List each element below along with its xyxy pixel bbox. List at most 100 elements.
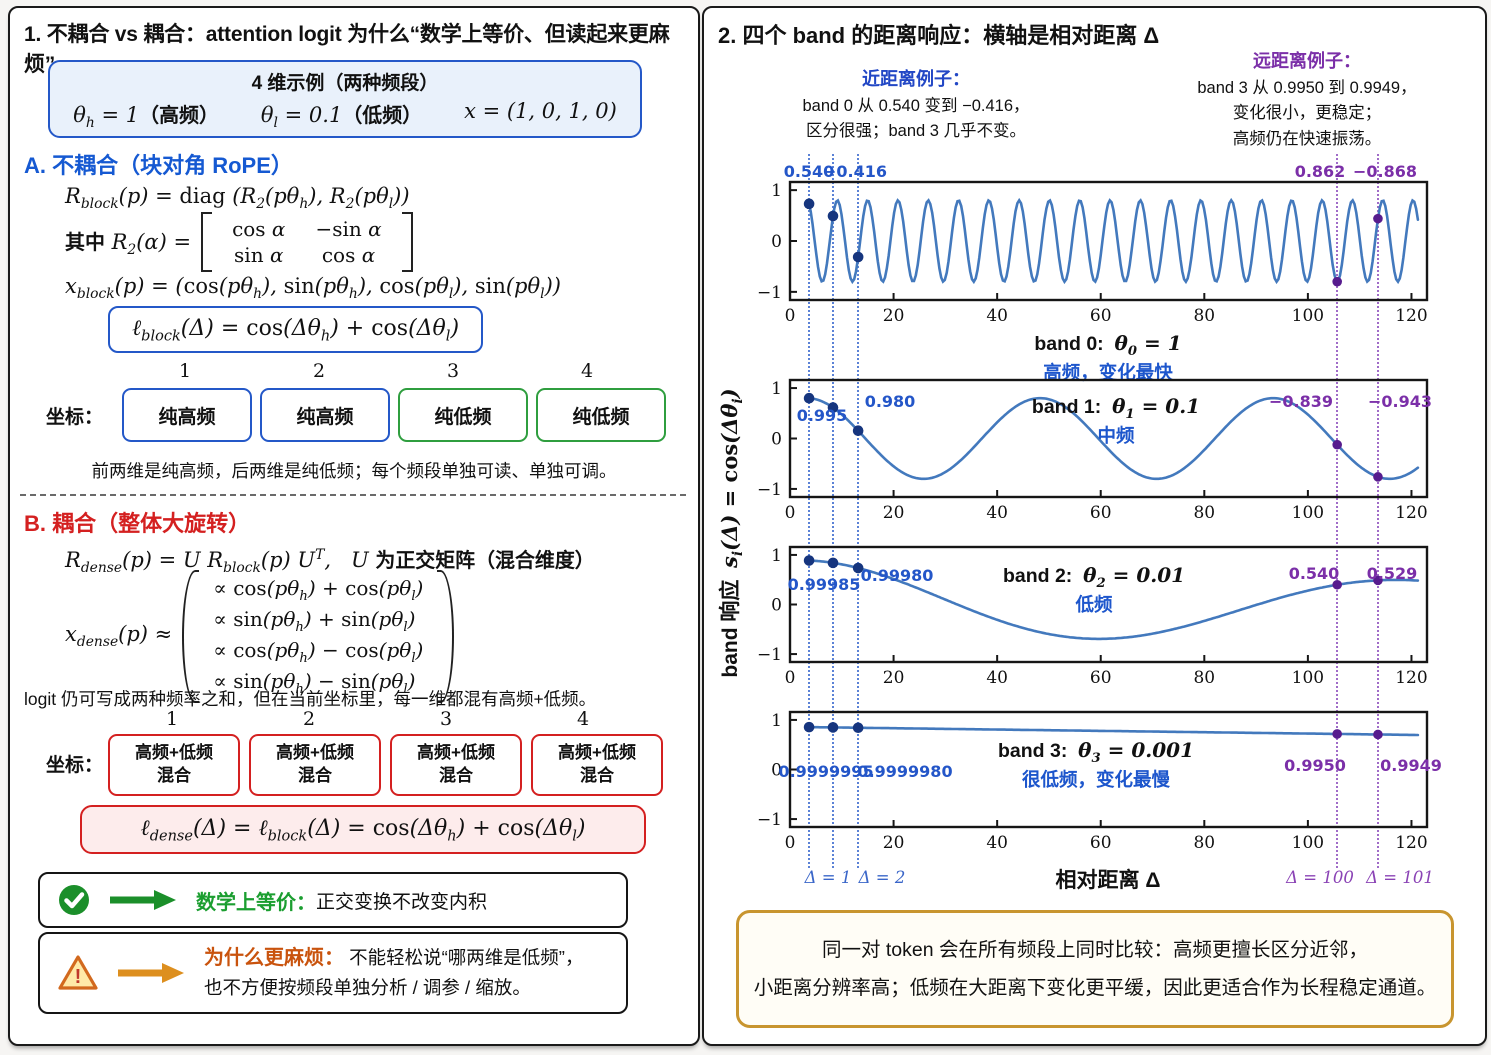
y-tick-label: 0 xyxy=(771,232,782,252)
band-plot-svg: 10−10 20 40 60 80 100 120 xyxy=(757,180,1429,326)
example-box-formulas: θh = 1（高频） θl = 0.1（低频） x = (1, 0, 1, 0) xyxy=(50,99,640,131)
x-axis-label: 相对距离 Δ xyxy=(1055,869,1161,892)
note-problem-line1: 不能轻松说“哪两维是低频”， xyxy=(349,947,584,969)
matrix-cell: sin α xyxy=(234,243,284,267)
y-tick-label: 1 xyxy=(771,379,782,399)
orange-arrow-icon xyxy=(118,963,184,983)
y-axis-label-prefix: band 响应 xyxy=(719,579,742,678)
right-panel: 2. 四个 band 的距离响应：横轴是相对距离 Δ 近距离例子： band 0… xyxy=(702,6,1487,1046)
y-axis-label-math: si(Δ) = cos(Δθi) xyxy=(717,388,747,568)
note-problem-label: 为什么更麻烦： xyxy=(204,947,344,970)
dim-number: 1 xyxy=(165,708,179,730)
x-tick-label: 100 xyxy=(1292,833,1324,853)
formula-x-dense: xdense(p) ≈ ∝ cos(pθh) + cos(pθl) ∝ sin(p… xyxy=(65,570,455,703)
left-paren xyxy=(182,570,200,703)
y-tick-label: 1 xyxy=(771,546,782,566)
delta-guide-line xyxy=(831,154,834,868)
formula-r-block: Rblock(p) = diag (R2(pθh), R2(pθl)) xyxy=(65,184,410,213)
right-bracket xyxy=(401,212,413,272)
band-title: band 1: θ1 = 0.1 xyxy=(1031,394,1201,422)
marker-value-label: 0.862 xyxy=(1294,162,1346,181)
coord-label-a: 坐标： xyxy=(46,407,104,428)
example-box-heading: 4 维示例（两种频段） xyxy=(251,73,439,94)
far-distance-annotation: 远距离例子： band 3 从 0.9950 到 0.9949， 变化很小，更稳… xyxy=(1142,48,1472,153)
marker-dot xyxy=(803,721,815,733)
x-tick-label: 0 xyxy=(785,306,796,326)
dim-box: 纯低频 xyxy=(398,388,528,442)
x-tick-label: 0 xyxy=(785,503,796,523)
note-problem-line2: 也不方便按频段单独分析 / 调参 / 缩放。 xyxy=(204,977,531,999)
marker-value-label: −0.868 xyxy=(1352,162,1418,181)
near-distance-annotation: 近距离例子： band 0 从 0.540 变到 −0.416， 区分很强；ba… xyxy=(766,66,1066,145)
x-tick-label: 40 xyxy=(986,668,1008,688)
x-tick-label: 100 xyxy=(1292,306,1324,326)
band-plot: 1 0 −1 0 20 40 60 80 100 120 0.540 −0.416 0.862 −0.86… xyxy=(744,162,1444,383)
dim-box: 纯高频 xyxy=(122,388,252,442)
x-tick-label: 40 xyxy=(986,833,1008,853)
rotation-matrix: cos α −sin α sin α cos α xyxy=(222,212,392,272)
x-tick-label: 120 xyxy=(1395,668,1427,688)
marker-value-label: 0.980 xyxy=(864,392,916,411)
x-tick-label: 100 xyxy=(1292,668,1324,688)
marker-dot xyxy=(852,562,864,574)
band-plot: 1 0 −1 0 20 40 60 80 100 120 0.9999995 0.9999980 0.9… xyxy=(744,710,1444,855)
logit-dense-box: ℓdense(Δ) = ℓblock(Δ) = cos(Δθh) + cos(Δ… xyxy=(80,805,646,855)
plot-frame xyxy=(788,180,1429,302)
dim-number: 3 xyxy=(446,360,460,382)
marker-dot xyxy=(1332,579,1342,590)
warning-icon: ! xyxy=(58,955,98,990)
x-tick-label: 20 xyxy=(883,833,905,853)
svg-text:!: ! xyxy=(75,966,82,988)
x-tick-label: 120 xyxy=(1395,833,1427,853)
delta-label: Δ = 1 xyxy=(804,868,852,887)
marker-dot xyxy=(827,210,839,222)
x-tick-label: 80 xyxy=(1193,668,1215,688)
delta-guide-line xyxy=(1336,154,1339,868)
x-tick-label: 120 xyxy=(1395,306,1427,326)
delta-label: Δ = 101 xyxy=(1366,868,1434,887)
dim-box: 高频+低频 混合 xyxy=(531,734,663,796)
note-problem: ! 为什么更麻烦： 不能轻松说“哪两维是低频”， 也不方便按频段单独分析 / 调… xyxy=(38,932,628,1014)
note-problem-text: 为什么更麻烦： 不能轻松说“哪两维是低频”， 也不方便按频段单独分析 / 调参 … xyxy=(204,943,583,1003)
marker-dot xyxy=(852,425,864,437)
y-tick-label: −1 xyxy=(757,283,782,303)
band-curve xyxy=(805,197,1420,285)
marker-dot xyxy=(803,555,815,566)
marker-dot xyxy=(1373,472,1383,482)
delta-label: Δ = 100 xyxy=(1286,868,1354,887)
formula-r-dense: Rdense(p) = U Rblock(p) UT, U 为正交矩阵（混合维度… xyxy=(65,547,595,577)
dim-number: 2 xyxy=(302,708,316,730)
delta-guide-line xyxy=(1376,154,1379,868)
x-tick-label: 20 xyxy=(883,306,905,326)
band-plot-svg: 10−10 20 40 60 80 100 120 xyxy=(757,710,1429,853)
marker-value-label: 0.99985 xyxy=(787,575,861,594)
marker-value-label: 0.540 xyxy=(1288,564,1340,583)
marker-dot xyxy=(827,557,839,569)
left-bracket xyxy=(201,212,213,272)
section-b-caption: logit 仍可写成两种频率之和，但在当前坐标里，每一维都混有高频+低频。 xyxy=(24,689,597,709)
y-axis-label: band 响应 si(Δ) = cos(Δθi) xyxy=(714,383,747,683)
note-equivalent: 数学上等价： 正交变换不改变内积 xyxy=(38,872,628,928)
dim-numbers-b: 1 2 3 4 xyxy=(108,708,647,730)
band-plot-svg: 10−10 20 40 60 80 100 120 xyxy=(757,378,1429,523)
summary-line1: 同一对 token 会在所有频段上同时比较：高频更擅长区分近邻， xyxy=(821,939,1369,961)
y-tick-label: 0 xyxy=(771,596,782,616)
x-tick-label: 60 xyxy=(1090,833,1112,853)
right-paren xyxy=(437,570,455,703)
near-annotation-heading: 近距离例子： xyxy=(862,69,970,89)
band-plot: 1 0 −1 0 20 40 60 80 100 120 0.99985 0.99980 0.540 0.… xyxy=(744,545,1444,690)
dim-box: 高频+低频 混合 xyxy=(249,734,381,796)
y-tick-label: 1 xyxy=(771,181,782,201)
delta-guide-line xyxy=(857,154,860,868)
band-title: band 0: θ0 = 1 xyxy=(1034,331,1182,359)
dim-box: 高频+低频 混合 xyxy=(108,734,240,796)
band-curve xyxy=(805,725,1420,737)
dim-number: 2 xyxy=(312,360,326,382)
formula-x-dense-prefix: xdense(p) ≈ xyxy=(65,622,173,651)
marker-value-label: −0.416 xyxy=(822,162,888,181)
marker-value-label: −0.943 xyxy=(1367,392,1433,411)
marker-value-label: 0.9950 xyxy=(1284,756,1346,775)
marker-value-label: 0.995 xyxy=(796,406,848,425)
band-desc: 很低频，变化最慢 xyxy=(1021,769,1171,790)
section-b-heading: B. 耦合（整体大旋转） xyxy=(24,511,251,536)
